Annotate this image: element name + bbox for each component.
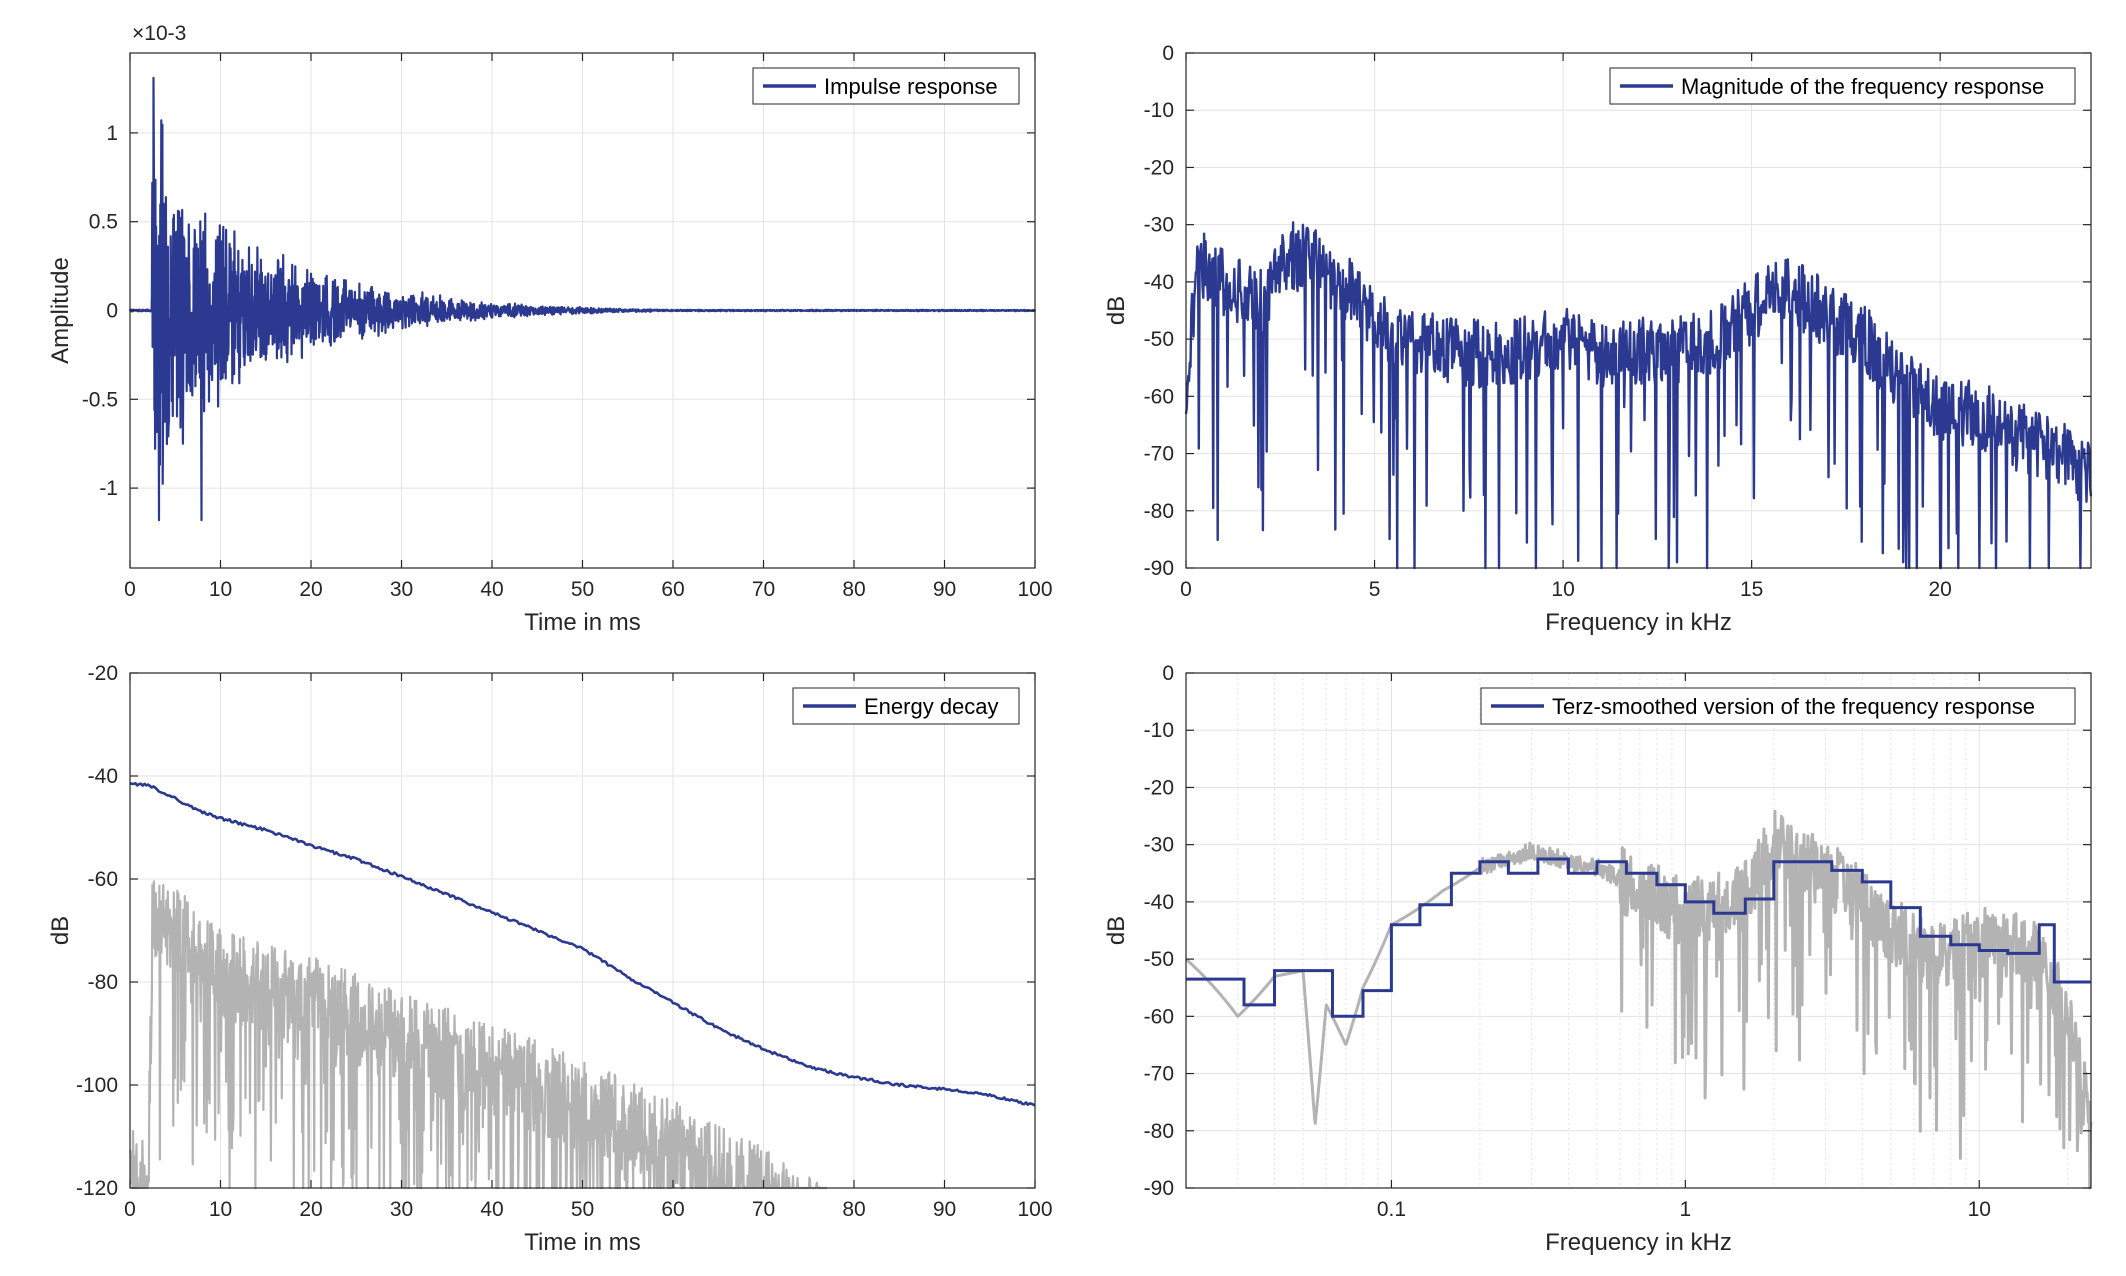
- panel-2: 0 5 10 15 20 0 -10 -20 -30 -40 -50 -60 -70 -80 -90 Freq…: [1103, 42, 2093, 636]
- energy-decay-line: [129, 781, 1036, 1107]
- x-tick-label: 40: [480, 578, 503, 601]
- x-tick-label: 50: [571, 1198, 594, 1221]
- unsmoothed-response-line: [1184, 809, 2093, 1190]
- y-tick-label: -100: [76, 1074, 118, 1097]
- y-tick-label: -40: [88, 765, 118, 788]
- y-tick-label: -20: [88, 662, 118, 685]
- x-tick-label: 10: [1968, 1198, 1991, 1221]
- x-tick-label: 70: [752, 578, 775, 601]
- x-tick-label: 10: [209, 1198, 232, 1221]
- x-tick-label: 50: [571, 578, 594, 601]
- x-tick-label: 60: [661, 578, 684, 601]
- y-tick-label: -90: [1144, 557, 1174, 580]
- panel-4: 0.1 1 10 0 -10 -20 -30 -40 -50 -60 -70 -80 -90 Freque…: [1103, 662, 2093, 1256]
- panel-1: 0 10 20 30 40 50 60 70 80 90 100 -1 -0.5 0 0.5 1 Time in…: [47, 22, 1053, 636]
- x-tick-label: 60: [661, 1198, 684, 1221]
- y-axis-label: Amplitude: [47, 257, 74, 364]
- y-axis-label: dB: [1103, 916, 1130, 945]
- x-axis-label: Frequency in kHz: [1545, 609, 1732, 636]
- x-tick-label: 10: [1551, 578, 1574, 601]
- y-tick-label: -70: [1144, 1063, 1174, 1086]
- x-axis-label: Time in ms: [524, 609, 640, 636]
- legend: Impulse response: [752, 67, 1020, 105]
- legend-entry: Impulse response: [824, 74, 998, 99]
- legend-entry: Energy decay: [864, 694, 999, 719]
- y-axis-label: dB: [47, 916, 74, 945]
- y-axis-label: dB: [1103, 296, 1130, 325]
- x-tick-label: 0.1: [1377, 1198, 1406, 1221]
- legend: Magnitude of the frequency response: [1609, 67, 2076, 105]
- y-tick-label: -30: [1144, 834, 1174, 857]
- y-tick-label: -80: [1144, 1120, 1174, 1143]
- y-tick-label: -20: [1144, 156, 1174, 179]
- impulse-response-line: [128, 76, 1037, 522]
- y-tick-label: -60: [1144, 385, 1174, 408]
- x-tick-label: 5: [1369, 578, 1381, 601]
- y-tick-label: -40: [1144, 891, 1174, 914]
- x-tick-label: 20: [299, 1198, 322, 1221]
- y-tick-label: 0: [1162, 662, 1174, 685]
- y-tick-label: -50: [1144, 328, 1174, 351]
- y-exponent-label: ×10-3: [132, 22, 186, 45]
- y-tick-label: -80: [88, 971, 118, 994]
- y-tick-label: -0.5: [82, 388, 118, 411]
- x-tick-label: 90: [933, 578, 956, 601]
- legend-entry: Terz-smoothed version of the frequency r…: [1552, 694, 2035, 719]
- y-tick-label: -20: [1144, 776, 1174, 799]
- x-tick-label: 80: [842, 578, 865, 601]
- x-tick-label: 30: [390, 1198, 413, 1221]
- terz-smoothed-line: [1186, 857, 2091, 1018]
- axes-box: [1185, 672, 2092, 1189]
- x-tick-label: 10: [209, 578, 232, 601]
- y-tick-label: -90: [1144, 1177, 1174, 1200]
- y-tick-label: 0: [106, 300, 118, 323]
- y-tick-label: -10: [1144, 719, 1174, 742]
- y-tick-label: -1: [99, 477, 118, 500]
- x-tick-label: 100: [1017, 1198, 1052, 1221]
- panel-3: 0 10 20 30 40 50 60 70 80 90 100 -20 -40 -60 -80 -100 -1…: [47, 662, 1053, 1256]
- x-tick-label: 0: [1180, 578, 1192, 601]
- x-tick-label: 80: [842, 1198, 865, 1221]
- x-tick-label: 15: [1740, 578, 1763, 601]
- y-tick-label: -80: [1144, 500, 1174, 523]
- x-tick-label: 20: [299, 578, 322, 601]
- x-axis-label: Frequency in kHz: [1545, 1229, 1732, 1256]
- y-tick-label: 0.5: [89, 211, 118, 234]
- x-tick-label: 30: [390, 578, 413, 601]
- y-tick-label: -40: [1144, 271, 1174, 294]
- y-tick-label: -10: [1144, 99, 1174, 122]
- x-tick-label: 0: [124, 1198, 136, 1221]
- y-tick-label: -120: [76, 1177, 118, 1200]
- legend: Terz-smoothed version of the frequency r…: [1480, 687, 2076, 725]
- x-tick-label: 70: [752, 1198, 775, 1221]
- x-tick-label: 40: [480, 1198, 503, 1221]
- y-tick-label: -70: [1144, 443, 1174, 466]
- x-axis-label: Time in ms: [524, 1229, 640, 1256]
- y-tick-label: -60: [88, 868, 118, 891]
- y-tick-label: -50: [1144, 948, 1174, 971]
- x-tick-label: 90: [933, 1198, 956, 1221]
- x-tick-label: 0: [124, 578, 136, 601]
- y-tick-label: 1: [106, 122, 118, 145]
- x-tick-label: 20: [1928, 578, 1951, 601]
- y-tick-label: 0: [1162, 42, 1174, 65]
- y-tick-label: -30: [1144, 214, 1174, 237]
- axes-box: [1185, 52, 2092, 569]
- legend: Energy decay: [792, 687, 1020, 725]
- y-tick-label: -60: [1144, 1005, 1174, 1028]
- legend-entry: Magnitude of the frequency response: [1681, 74, 2044, 99]
- x-tick-label: 1: [1679, 1198, 1691, 1221]
- x-tick-label: 100: [1017, 578, 1052, 601]
